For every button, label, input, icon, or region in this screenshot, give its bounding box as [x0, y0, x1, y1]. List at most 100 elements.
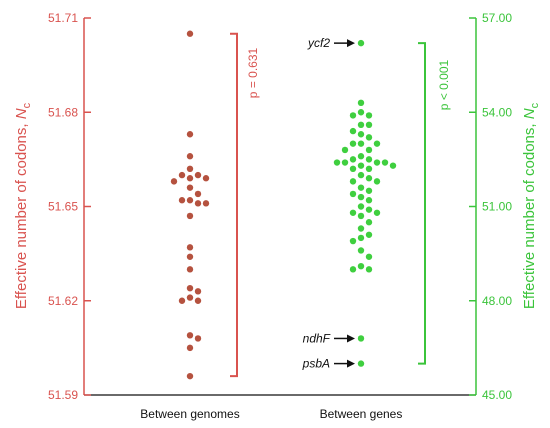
right-tick-label: 51.00	[482, 200, 512, 214]
data-point-gene	[373, 159, 381, 166]
left-tick-label: 51.62	[48, 294, 78, 308]
data-point-gene	[333, 159, 341, 166]
data-point-gene	[357, 39, 365, 47]
data-point-genome	[194, 190, 202, 198]
data-point-genome	[186, 294, 194, 301]
data-point-gene	[357, 225, 365, 232]
data-point-gene	[357, 162, 365, 169]
data-point-genome	[186, 266, 194, 273]
data-point-genome	[186, 332, 194, 339]
left-axis-ticks: 51.59 51.62 51.65 51.68 51.71	[48, 11, 91, 402]
category-label-genomes: Between genomes	[140, 407, 239, 421]
data-point-genome	[178, 197, 186, 204]
data-point-gene	[357, 262, 365, 270]
bracket-line	[230, 32, 238, 378]
data-point-gene	[357, 193, 365, 201]
data-point-gene	[373, 178, 381, 185]
data-point-gene	[365, 197, 373, 204]
data-point-gene	[349, 127, 357, 135]
data-point-genome	[178, 297, 186, 304]
data-point-gene	[349, 165, 357, 172]
bracket-genes	[418, 42, 426, 365]
bracket-genomes	[230, 32, 238, 378]
data-point-genome	[186, 165, 194, 172]
data-point-gene	[357, 99, 365, 107]
data-point-genome	[194, 297, 202, 304]
data-point-gene	[365, 206, 373, 213]
data-point-gene	[349, 209, 357, 216]
data-point-genome	[202, 175, 210, 182]
data-point-genome	[170, 178, 178, 185]
arrow-head-icon	[347, 39, 355, 48]
data-point-gene	[357, 203, 365, 210]
data-point-gene	[357, 234, 365, 242]
right-tick-label: 54.00	[482, 105, 512, 119]
data-point-gene	[365, 156, 373, 163]
data-point-gene	[349, 190, 357, 198]
right-tick-label: 45.00	[482, 388, 512, 402]
data-point-genome	[194, 288, 202, 295]
category-label-genes: Between genes	[320, 407, 403, 421]
data-point-gene	[357, 171, 365, 179]
arrow-head-icon	[347, 359, 355, 368]
data-point-genome	[186, 372, 194, 380]
data-point-gene	[357, 360, 365, 367]
data-point-gene	[373, 209, 381, 216]
data-point-gene	[373, 140, 381, 147]
data-point-gene	[357, 247, 365, 254]
bracket-line	[418, 42, 426, 365]
data-point-gene	[357, 131, 365, 138]
pvalue-genes: p < 0.001	[437, 59, 451, 110]
points-between-genes	[333, 39, 397, 367]
pvalue-genomes: p = 0.631	[246, 47, 260, 98]
data-point-genome	[194, 335, 202, 342]
data-point-gene	[365, 121, 373, 129]
data-point-gene	[357, 184, 365, 191]
data-point-gene	[365, 219, 373, 226]
data-point-genome	[186, 253, 194, 260]
data-point-genome	[186, 244, 194, 251]
right-axis-ticks: 45.00 48.00 51.00 54.00 57.00	[469, 11, 512, 402]
data-point-gene	[349, 140, 357, 147]
data-point-genome	[186, 131, 194, 138]
data-point-genome	[186, 212, 194, 220]
data-point-genome	[186, 153, 194, 160]
data-point-genome	[202, 200, 210, 207]
data-point-genome	[178, 171, 186, 179]
data-point-gene	[357, 121, 365, 129]
data-point-gene	[381, 159, 389, 166]
gene-label-ycf2: ycf2	[307, 36, 330, 50]
data-point-gene	[365, 175, 373, 182]
data-point-gene	[357, 140, 365, 147]
data-point-gene	[349, 266, 357, 273]
data-point-gene	[357, 153, 365, 160]
data-point-gene	[357, 212, 365, 220]
data-point-gene	[349, 112, 357, 119]
gene-label-psbA: psbA	[302, 357, 330, 371]
data-point-gene	[349, 237, 357, 245]
data-point-gene	[365, 165, 373, 172]
data-point-gene	[365, 146, 373, 154]
data-point-genome	[194, 200, 202, 207]
data-point-gene	[365, 266, 373, 273]
data-point-genome	[186, 30, 194, 37]
data-point-genome	[186, 197, 194, 204]
data-point-gene	[365, 187, 373, 194]
right-tick-label: 57.00	[482, 11, 512, 25]
data-point-gene	[365, 134, 373, 141]
data-point-gene	[357, 335, 365, 342]
data-point-genome	[186, 175, 194, 182]
points-between-genomes	[170, 30, 210, 380]
left-tick-label: 51.71	[48, 11, 78, 25]
left-tick-label: 51.65	[48, 200, 78, 214]
data-point-gene	[365, 112, 373, 119]
gene-label-ndhF: ndhF	[303, 331, 331, 345]
left-axis-title: Effective number of codons, Nc	[13, 102, 33, 309]
data-point-genome	[186, 184, 194, 191]
data-point-gene	[349, 178, 357, 185]
left-tick-label: 51.59	[48, 388, 78, 402]
data-point-gene	[341, 146, 349, 154]
data-point-gene	[389, 162, 397, 169]
data-point-gene	[357, 109, 365, 116]
